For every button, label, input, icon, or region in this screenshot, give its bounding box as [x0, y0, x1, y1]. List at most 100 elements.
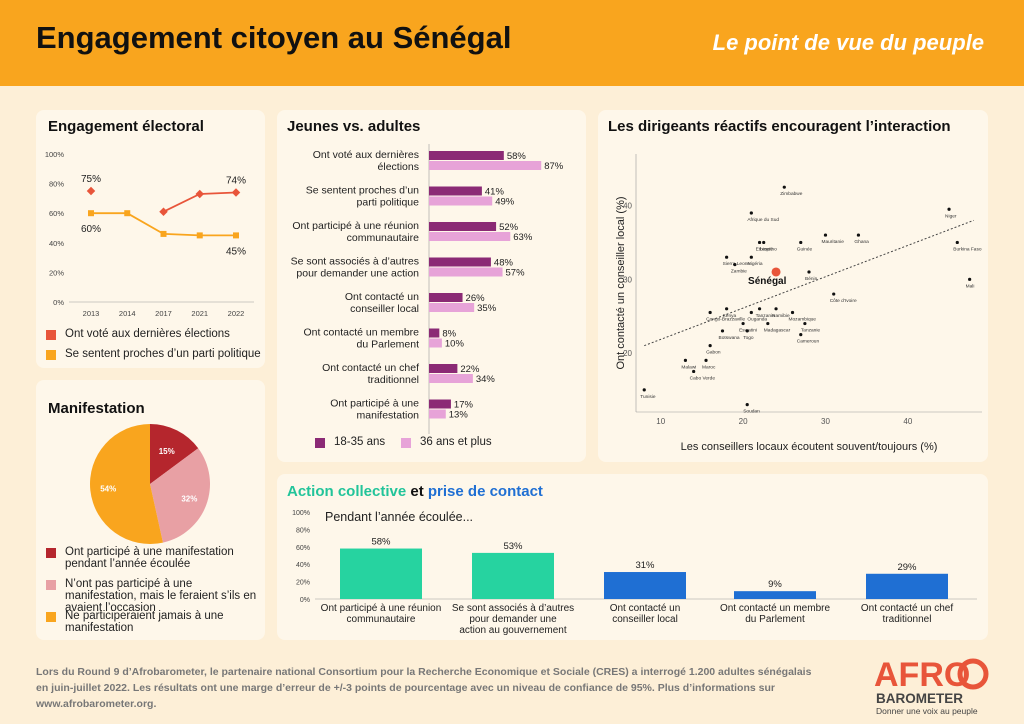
data-label: 45%	[226, 246, 246, 257]
legend-label: N’ont pas participé à une manifestation,…	[65, 578, 257, 614]
category-label: Ont contacté un	[610, 603, 681, 614]
category-label: conseiller local	[350, 303, 419, 315]
scatter-label: Ouganda	[747, 316, 767, 322]
scatter-point	[782, 185, 786, 189]
scatter-label: Madagascar	[764, 328, 791, 334]
bar-label: 53%	[503, 541, 523, 552]
scatter-label: Maroc	[702, 364, 716, 370]
scatter-point	[745, 403, 749, 407]
category-label: communautaire	[347, 614, 416, 625]
scatter-point	[856, 233, 861, 237]
legend-swatch	[315, 438, 325, 448]
scatter-label: Kenya	[723, 313, 737, 319]
bar	[429, 196, 493, 206]
action-title-part2: et	[406, 483, 428, 500]
legend-label: Ne participeraient jamais à une manifest…	[65, 610, 224, 634]
data-label: 74%	[226, 175, 246, 186]
data-point	[159, 207, 168, 216]
category-label: Ont participé à une réunion	[292, 220, 419, 232]
bar-label: 58%	[371, 537, 391, 548]
scatter-label: Soudan	[743, 409, 760, 415]
y-tick-label: 40%	[296, 562, 310, 569]
scatter-label: Guinée	[797, 246, 813, 252]
pie-slice	[150, 448, 211, 543]
bar-label: 13%	[449, 410, 469, 421]
legend-swatch	[46, 330, 56, 340]
bar-label: 22%	[460, 364, 480, 375]
scatter-label: Namibie	[772, 313, 790, 319]
manif-legend-never: Ne participeraient jamais à une manifest…	[46, 610, 260, 634]
youth-legend-adult: 36 ans et plus	[401, 436, 492, 448]
scatter-label: Bénin	[805, 276, 818, 282]
bar-label: 8%	[442, 329, 456, 340]
manifestation-title: Manifestation	[48, 400, 145, 417]
scatter-point	[708, 344, 712, 348]
action-subtitle: Pendant l’année écoulée...	[325, 510, 474, 524]
scatter-point	[749, 211, 753, 215]
bar-label: 48%	[494, 258, 514, 269]
y-tick-label: 40	[623, 202, 632, 211]
scatter-point	[955, 240, 959, 245]
electoral-legend-voted: Ont voté aux dernières élections	[46, 328, 261, 340]
pie-label: 32%	[181, 495, 197, 504]
x-tick-label: 2014	[119, 309, 136, 318]
scatter-label: Cabo Verde	[690, 375, 716, 381]
scatter-label: Mozambique	[789, 316, 817, 322]
scatter-point	[692, 369, 696, 374]
bar-label: 17%	[454, 400, 474, 411]
bar	[429, 338, 442, 348]
manifestation-pie: 15% 32% 54%	[90, 424, 211, 544]
scatter-point	[803, 321, 807, 326]
category-label: Ont contacté un chef	[322, 362, 419, 374]
pie-slice	[150, 424, 199, 484]
scatter-label: Mali	[966, 283, 975, 289]
scatter-label: Côte d’Ivoire	[830, 298, 857, 304]
category-label: Ont contacté un membre	[720, 603, 830, 614]
electoral-panel: Engagement électoral 0% 20% 40% 60% 80% 100% 2…	[36, 110, 265, 368]
logo-graphic: AFRO BAROMETER Donner une voix au peuple	[874, 656, 989, 716]
scatter-label: Lesotho	[760, 246, 777, 252]
scatter-label: Afrique du Sud	[747, 217, 779, 223]
data-point	[86, 186, 96, 196]
scatter-point	[704, 358, 708, 362]
bar	[429, 232, 511, 241]
legend-label: Ont voté aux dernières élections	[65, 328, 230, 340]
scatter-label: Botswana	[719, 335, 740, 341]
x-tick-label: 10	[656, 417, 665, 426]
y-tick-label: 100%	[292, 510, 310, 517]
bar-label: 57%	[506, 268, 526, 279]
scatter-label: Malawi	[681, 364, 696, 370]
scatter-label: Congo-Brazzaville	[706, 316, 745, 322]
bar-label: 52%	[499, 222, 519, 233]
electoral-legend-party: Se sentent proches d’un parti politique	[46, 348, 261, 360]
scatter-point	[749, 310, 753, 315]
x-tick-label: 20	[739, 417, 748, 426]
scatter-point	[741, 321, 745, 326]
scatter-label: Ethiopie	[756, 246, 774, 252]
bar	[429, 303, 475, 312]
y-tick-label: 20%	[296, 580, 310, 587]
data-point	[195, 189, 204, 199]
bar-label: 35%	[477, 303, 497, 314]
y-tick-label: 0%	[53, 298, 64, 307]
scatter-point	[708, 310, 712, 315]
scatter-point	[947, 207, 951, 211]
bar-label: 9%	[768, 579, 782, 590]
y-axis-title: Ont contacté un conseiller local (%)	[615, 196, 627, 369]
legend-swatch	[46, 612, 56, 622]
bar	[734, 591, 816, 599]
legend-swatch	[46, 350, 56, 360]
bar	[472, 552, 554, 599]
scatter-chart: 10 20 30 40 20 30 40 Zimbabwe Afrique du Sud Nige…	[615, 154, 982, 453]
scatter-point	[968, 277, 972, 281]
category-label: Ont contacté un	[345, 291, 419, 303]
scatter-label: Ghana	[854, 239, 869, 245]
legend-label: Se sentent proches d’un parti politique	[65, 348, 261, 360]
scatter-label: Tanzanie	[801, 328, 821, 334]
legend-label: 36 ans et plus	[420, 436, 492, 448]
scatter-point	[757, 240, 762, 245]
scatter-point	[799, 333, 803, 337]
category-label: manifestation	[357, 410, 420, 422]
page-title: Engagement citoyen au Sénégal	[36, 20, 512, 55]
y-tick-label: 80%	[49, 180, 64, 189]
